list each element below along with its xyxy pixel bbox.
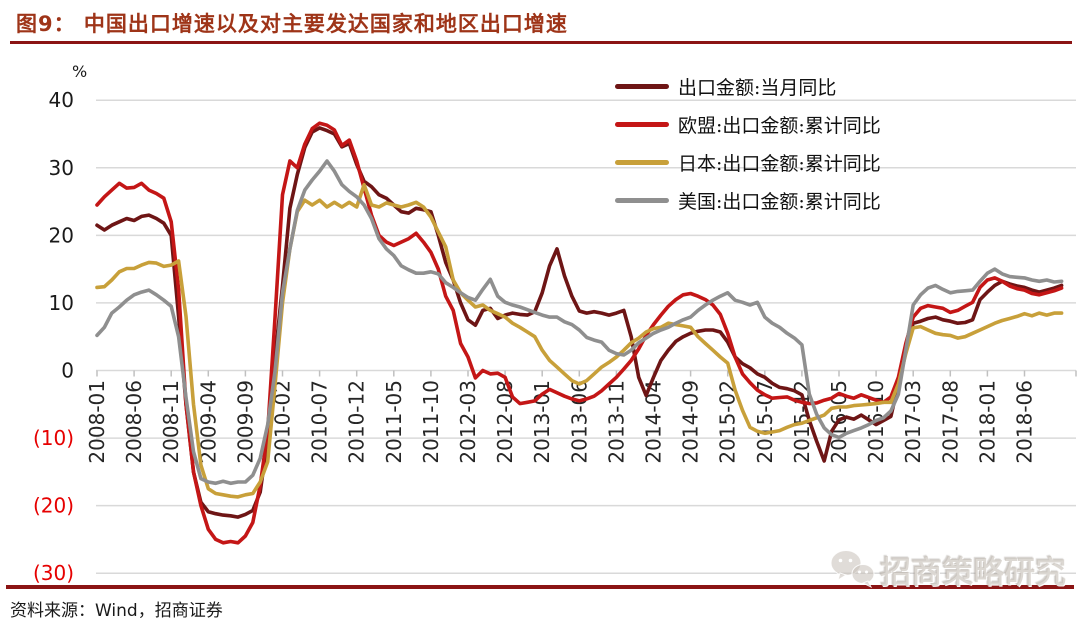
legend-line-swatch-us [615,197,669,203]
figure-title: 图9： 中国出口增速以及对主要发达国家和地区出口增速 [16,12,568,36]
y-axis-tick-label: 10 [49,291,74,315]
x-axis-tick-label: 2011-10 [419,380,443,464]
legend-item: 美国:出口金额:累计同比 [615,181,881,219]
watermark-label: 招商策略研究 [880,554,1066,591]
legend-item: 出口金额:当月同比 [615,67,881,105]
y-axis-tick-label: (20) [33,494,74,518]
legend-line-swatch-eu [615,121,669,127]
y-axis-tick-label: (30) [33,561,74,585]
legend-label: 美国:出口金额:累计同比 [678,190,881,213]
y-axis-unit-label: % [72,62,88,81]
source-note: 资料来源：Wind，招商证券 [10,601,223,621]
series-line-eu [95,121,1064,545]
legend-label: 日本:出口金额:累计同比 [678,152,881,175]
x-axis-tick-label: 2008-11 [159,380,183,464]
legend-line-swatch-japan [615,159,669,165]
legend-item: 欧盟:出口金额:累计同比 [615,105,881,143]
y-axis-tick-label: 20 [49,223,74,247]
legend: 出口金额:当月同比 欧盟:出口金额:累计同比 日本:出口金额:累计同比 美国:出… [615,67,881,219]
legend-item: 日本:出口金额:累计同比 [615,143,881,181]
x-axis-tick-label: 2010-07 [308,380,332,464]
x-axis-tick-label: 2011-05 [382,380,406,464]
y-axis-tick-label: (10) [33,426,74,450]
x-axis-tick-label: 2008-06 [122,380,146,464]
x-axis-tick-label: 2010-12 [345,380,369,464]
legend-label: 出口金额:当月同比 [678,76,837,99]
x-axis-tick-label: 2012-08 [493,380,517,464]
x-axis-tick-label: 2009-09 [233,380,257,464]
title-underline [10,41,1072,44]
x-axis-tick-label: 2018-06 [1013,380,1037,464]
x-axis-tick-label: 2018-01 [975,380,999,464]
series-line-us [95,159,1064,486]
x-axis-tick-label: 2013-06 [567,380,591,464]
x-axis-tick-label: 2015-07 [753,380,777,464]
y-axis-tick-label: 40 [49,88,74,112]
x-axis-tick-label: 2014-09 [679,380,703,464]
x-axis-tick-label: 2017-03 [901,380,925,464]
y-axis-tick-label: 30 [49,156,74,180]
x-axis-tick-label: 2008-01 [85,380,109,464]
watermark: 招商策略研究 [828,546,1066,592]
x-axis-tick-label: 2013-11 [604,380,628,464]
legend-label: 欧盟:出口金额:累计同比 [678,114,881,137]
x-axis-tick-label: 2017-08 [938,380,962,464]
legend-line-swatch-china [615,83,669,89]
y-axis-tick-label: 0 [61,359,74,383]
bottom-rule [6,585,1074,589]
wechat-icon [830,550,875,589]
x-axis-tick-label: 2012-03 [456,380,480,464]
